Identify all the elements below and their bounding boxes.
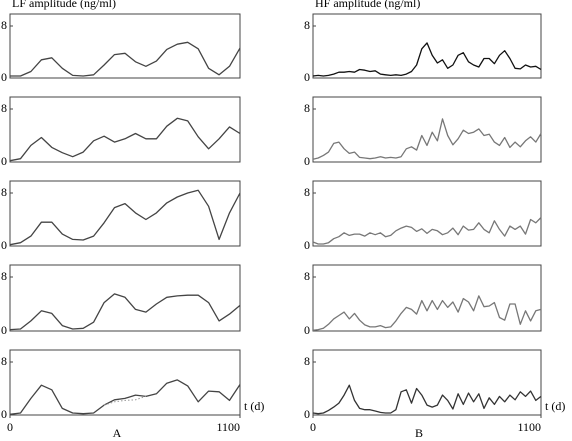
y-tick-label: 0 xyxy=(304,70,310,84)
panel-frame xyxy=(9,264,241,332)
x-tick-label: 0 xyxy=(7,420,13,434)
data-line xyxy=(9,117,241,162)
data-line xyxy=(9,189,241,246)
y-tick-label: 8 xyxy=(1,269,7,283)
panel-frame xyxy=(312,13,542,79)
y-tick-label: 0 xyxy=(1,323,7,337)
y-tick-label: 0 xyxy=(1,238,7,252)
data-line xyxy=(312,295,542,331)
y-tick-label: 0 xyxy=(304,407,310,421)
x-tick-label: 0 xyxy=(310,420,316,434)
data-line xyxy=(312,217,542,245)
data-line xyxy=(103,395,147,406)
y-tick-label: 0 xyxy=(1,154,7,168)
x-axis-label: t (d) xyxy=(545,399,565,413)
y-tick-label: 0 xyxy=(304,323,310,337)
panel-frame xyxy=(9,349,241,416)
panel-frame xyxy=(312,96,542,163)
panel-label: A xyxy=(113,426,122,440)
x-tick-label: 1100 xyxy=(517,420,541,434)
y-tick-label: 8 xyxy=(304,101,310,115)
data-line xyxy=(312,42,542,77)
panel-frame xyxy=(9,13,241,79)
y-tick-label: 8 xyxy=(1,185,7,199)
y-tick-label: 8 xyxy=(304,18,310,32)
panel-frame xyxy=(9,180,241,247)
y-tick-label: 0 xyxy=(1,407,7,421)
y-tick-label: 0 xyxy=(304,238,310,252)
data-line xyxy=(9,293,241,331)
panel-frame xyxy=(312,180,542,247)
data-line xyxy=(312,118,542,160)
panel-label: B xyxy=(415,426,423,440)
y-tick-label: 8 xyxy=(1,101,7,115)
y-tick-label: 8 xyxy=(304,354,310,368)
data-line xyxy=(10,41,241,77)
x-tick-label: 1100 xyxy=(216,420,240,434)
x-axis-label: t (d) xyxy=(244,399,264,413)
y-tick-label: 8 xyxy=(1,354,7,368)
panel-frame xyxy=(9,96,241,163)
panel-frame xyxy=(312,264,542,332)
y-tick-label: 8 xyxy=(1,18,7,32)
panel-title: HF amplitude (ng/ml) xyxy=(315,0,420,10)
y-tick-label: 0 xyxy=(1,70,7,84)
y-tick-label: 8 xyxy=(304,269,310,283)
panel-title: LF amplitude (ng/ml) xyxy=(12,0,116,10)
panel-frame xyxy=(312,349,542,416)
y-tick-label: 0 xyxy=(304,154,310,168)
y-tick-label: 8 xyxy=(304,185,310,199)
data-line xyxy=(9,379,241,415)
data-line xyxy=(312,384,542,415)
